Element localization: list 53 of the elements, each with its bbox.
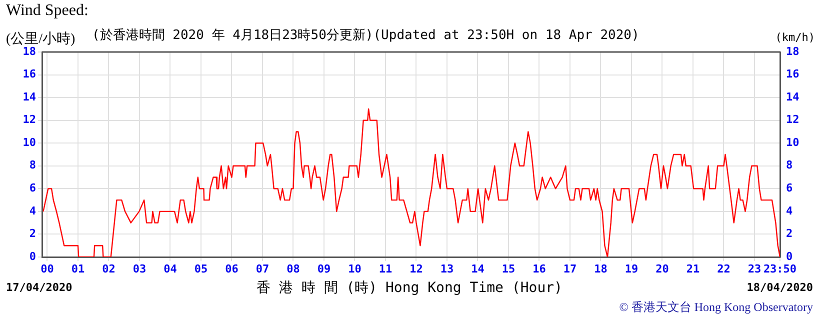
chart-title: Wind Speed: bbox=[6, 2, 88, 20]
x-tick-label: 07 bbox=[256, 262, 270, 276]
y-tick-label: 16 bbox=[22, 68, 36, 81]
y-tick-label: 6 bbox=[29, 182, 36, 195]
y2-tick-label: 12 bbox=[786, 113, 800, 126]
x-tick-label: 20 bbox=[656, 262, 669, 276]
y-tick-label: 18 bbox=[22, 44, 36, 58]
x-tick-label: 14 bbox=[471, 262, 485, 276]
y-tick-label: 2 bbox=[29, 227, 36, 240]
y-tick-label: 8 bbox=[29, 158, 36, 172]
x-tick-label: 05 bbox=[194, 262, 208, 276]
x-tick-label: 21 bbox=[686, 262, 700, 276]
x-tick-label: 10 bbox=[348, 262, 362, 276]
x-tick-label: 12 bbox=[410, 262, 423, 276]
x-tick-label: 17 bbox=[563, 262, 577, 276]
x-tick-label: 16 bbox=[532, 262, 546, 276]
y-tick-label: 10 bbox=[22, 136, 36, 149]
chart-subtitle: (於香港時間 2020 年 4月18日23時50分更新)(Updated at 23:50H on 18 Apr 2020) bbox=[92, 27, 640, 44]
x-tick-label: 04 bbox=[164, 262, 178, 276]
x-tick-label: 00 bbox=[40, 262, 54, 276]
y2-tick-label: 2 bbox=[786, 227, 793, 240]
y2-tick-label: 8 bbox=[786, 158, 793, 172]
y2-tick-label: 18 bbox=[786, 44, 800, 58]
y-tick-label: 12 bbox=[22, 113, 36, 126]
text: 18/04/2020 bbox=[746, 281, 813, 294]
y2-tick-label: 0 bbox=[786, 250, 793, 263]
x-tick-label: 23 bbox=[748, 262, 762, 276]
y2-tick-label: 6 bbox=[786, 182, 793, 195]
x-tick-label: 06 bbox=[225, 262, 239, 276]
y-tick-label: 4 bbox=[29, 204, 36, 218]
text: © 香港天文台 Hong Kong Observatory bbox=[619, 299, 813, 316]
x-tick-label: 01 bbox=[71, 262, 85, 276]
x-tick-label: 02 bbox=[102, 262, 116, 276]
x-tick-label: 18 bbox=[594, 262, 608, 276]
x-axis-title: 香 港 時 間 (時) Hong Kong Time (Hour) bbox=[256, 280, 562, 296]
x-tick-label: 22 bbox=[717, 262, 730, 276]
y2-tick-label: 10 bbox=[786, 136, 800, 149]
y-tick-label: 0 bbox=[29, 250, 36, 263]
x-tick-label: 13 bbox=[440, 262, 454, 276]
y2-tick-label: 16 bbox=[786, 68, 800, 81]
y2-axis-title: (km/h) bbox=[775, 31, 815, 44]
x-tick-label: 23:50 bbox=[763, 262, 797, 276]
y2-tick-label: 4 bbox=[786, 204, 793, 218]
x-tick-label: 03 bbox=[132, 262, 146, 276]
x-tick-label: 15 bbox=[502, 262, 516, 276]
x-tick-label: 19 bbox=[624, 262, 638, 276]
x-tick-label: 09 bbox=[317, 262, 331, 276]
text: 17/04/2020 bbox=[6, 281, 72, 294]
x-tick-label: 11 bbox=[378, 262, 392, 276]
x-tick-label: 08 bbox=[286, 262, 300, 276]
y-tick-label: 14 bbox=[22, 90, 36, 104]
y-axis-title: (公里/小時) bbox=[6, 30, 76, 47]
y2-tick-label: 14 bbox=[786, 90, 800, 104]
